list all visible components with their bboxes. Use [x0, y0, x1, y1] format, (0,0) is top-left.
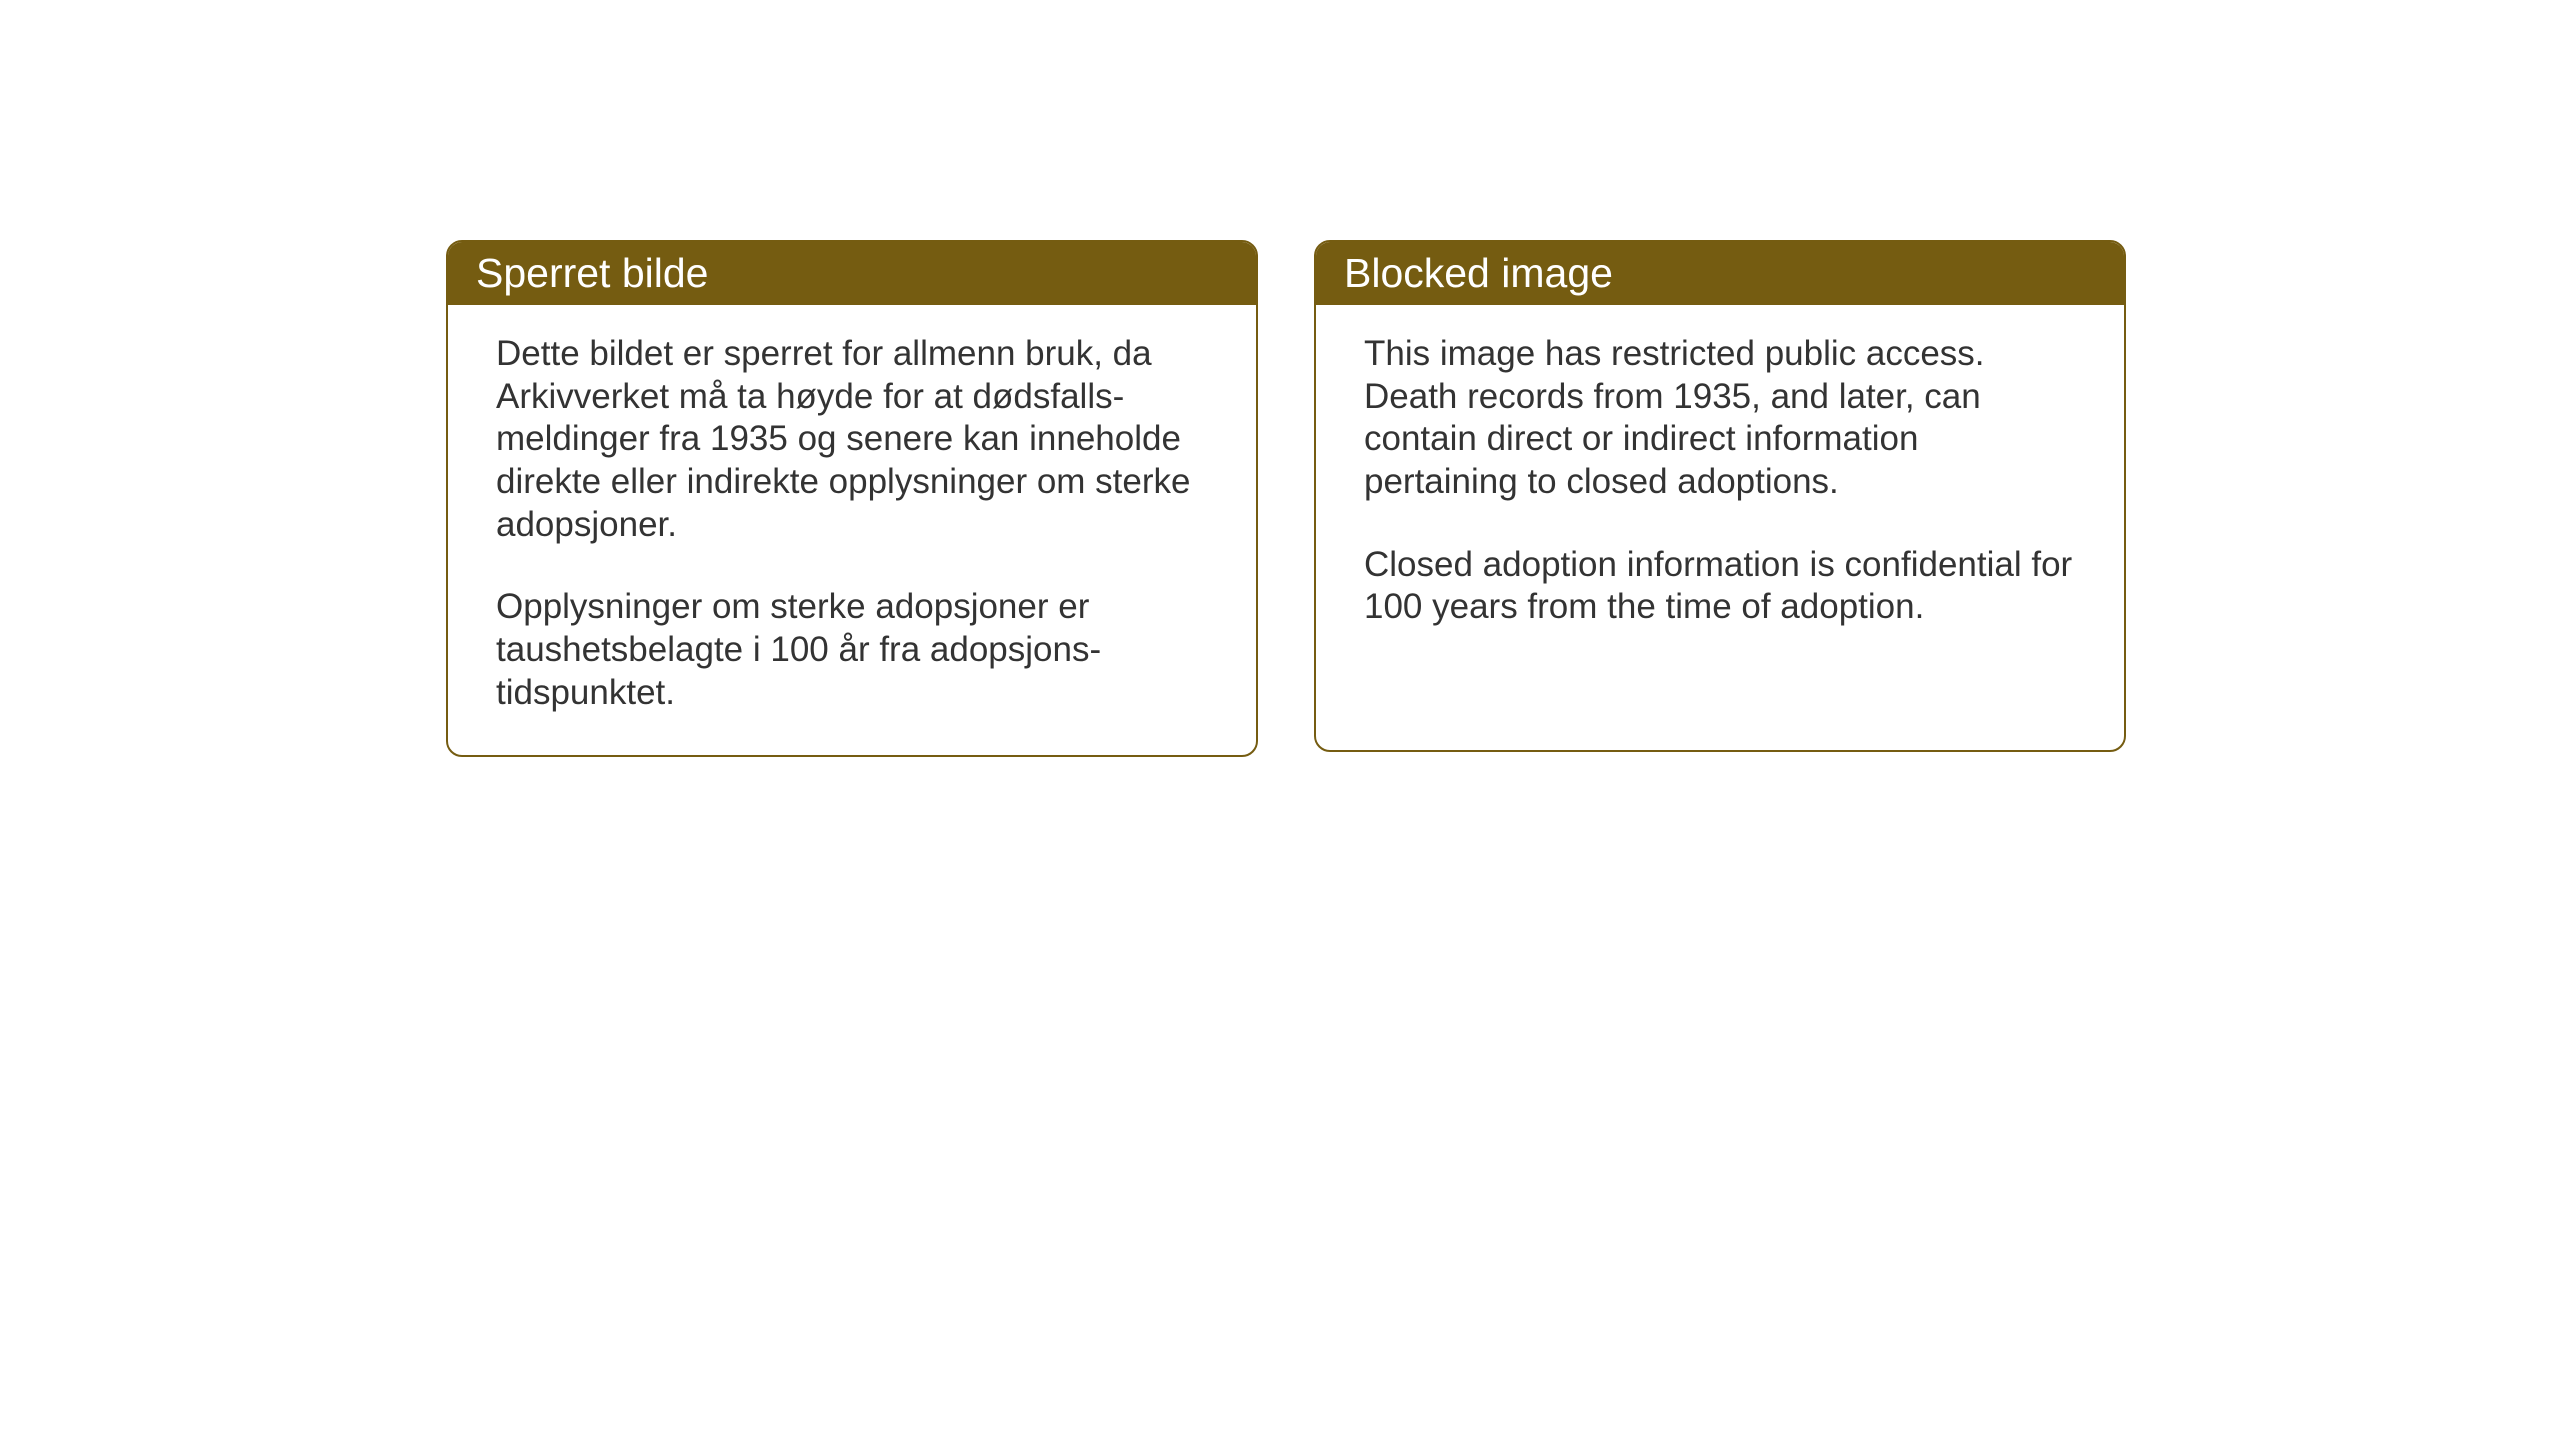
card-paragraph-2-english: Closed adoption information is confident…	[1364, 544, 2076, 629]
card-body-english: This image has restricted public access.…	[1316, 305, 2124, 669]
card-title-english: Blocked image	[1344, 250, 1613, 296]
card-body-norwegian: Dette bildet er sperret for allmenn bruk…	[448, 305, 1256, 755]
card-title-norwegian: Sperret bilde	[476, 250, 708, 296]
notice-container: Sperret bilde Dette bildet er sperret fo…	[446, 240, 2126, 757]
card-header-english: Blocked image	[1316, 242, 2124, 305]
card-paragraph-1-english: This image has restricted public access.…	[1364, 333, 2076, 504]
notice-card-norwegian: Sperret bilde Dette bildet er sperret fo…	[446, 240, 1258, 757]
card-header-norwegian: Sperret bilde	[448, 242, 1256, 305]
notice-card-english: Blocked image This image has restricted …	[1314, 240, 2126, 752]
card-paragraph-2-norwegian: Opplysninger om sterke adopsjoner er tau…	[496, 586, 1208, 714]
card-paragraph-1-norwegian: Dette bildet er sperret for allmenn bruk…	[496, 333, 1208, 546]
